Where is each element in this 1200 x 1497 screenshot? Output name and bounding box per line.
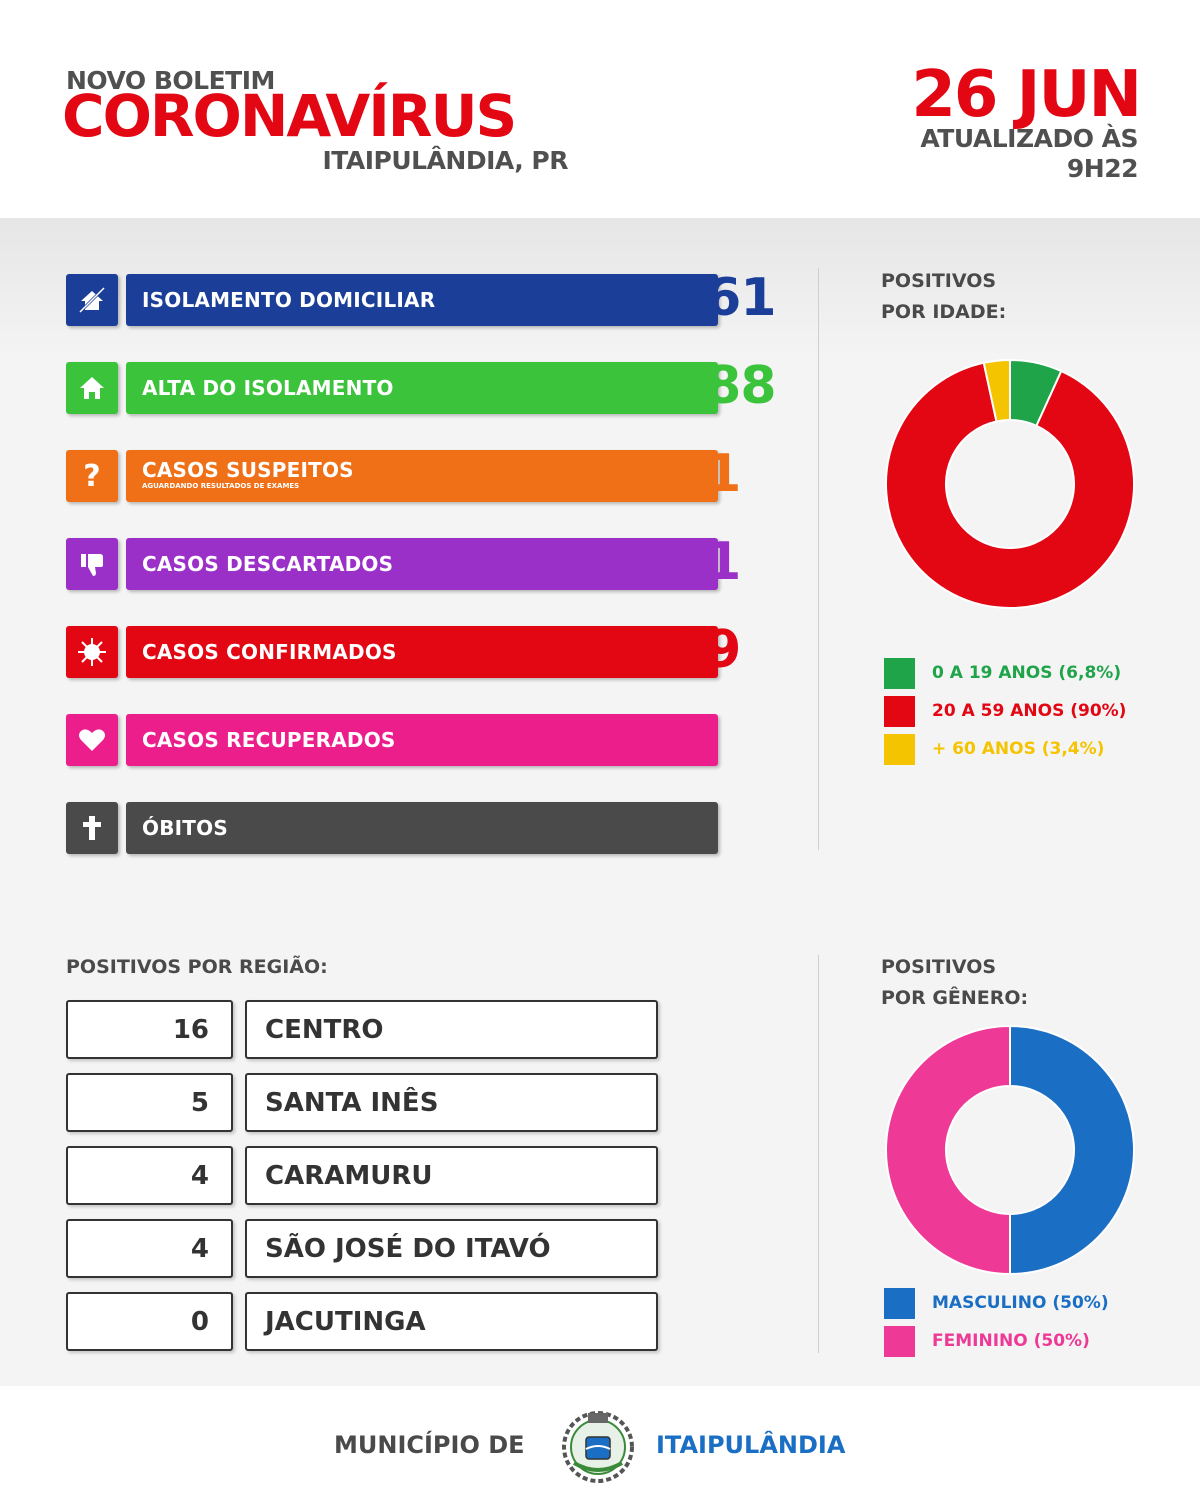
stat-value: 488	[670, 356, 777, 416]
legend-label: FEMININO (50%)	[932, 1331, 1090, 1351]
stat-value: 29	[670, 620, 741, 680]
legend-label: MASCULINO (50%)	[932, 1293, 1109, 1313]
footer-municipio-label: MUNICÍPIO DE	[334, 1431, 525, 1459]
region-count: 16	[66, 1000, 233, 1059]
cross-icon	[66, 802, 118, 854]
stat-label: ALTA DO ISOLAMENTO	[142, 376, 394, 400]
legend-swatch	[884, 696, 915, 727]
gender-donut-chart	[885, 1024, 1135, 1276]
donut-slice	[885, 1024, 1011, 1276]
stat-row-recuperados: CASOS RECUPERADOS 5	[66, 708, 786, 768]
stat-row-isolamento: ISOLAMENTO DOMICILIAR 261	[66, 268, 786, 328]
region-name: CARAMURU	[245, 1146, 658, 1205]
region-count: 0	[66, 1292, 233, 1351]
house-isolation-icon	[66, 274, 118, 326]
thumbs-down-icon	[66, 538, 118, 590]
city-label: ITAIPULÂNDIA, PR	[322, 146, 568, 175]
donut-slice	[982, 358, 1011, 423]
stat-value: 81	[670, 532, 741, 592]
legend-swatch	[884, 658, 915, 689]
stat-bar: CASOS DESCARTADOS	[126, 538, 718, 590]
stat-bar: ISOLAMENTO DOMICILIAR	[126, 274, 718, 326]
legend-label: 0 A 19 ANOS (6,8%)	[932, 663, 1122, 683]
stat-row-suspeitos: ? CASOS SUSPEITOS AGUARDANDO RESULTADOS …	[66, 444, 786, 504]
heart-icon	[66, 714, 118, 766]
gender-chart-title-line2: POR GÊNERO:	[881, 987, 1029, 1009]
legend-swatch	[884, 1326, 915, 1357]
divider	[818, 955, 819, 1353]
region-row: 4 CARAMURU	[66, 1146, 660, 1210]
age-chart-title: POSITIVOS POR IDADE:	[881, 266, 1006, 328]
region-name: CENTRO	[245, 1000, 658, 1059]
region-name: SÃO JOSÉ DO ITAVÓ	[245, 1219, 658, 1278]
home-icon	[66, 362, 118, 414]
legend-swatch	[884, 1288, 915, 1319]
stat-value: 261	[670, 268, 777, 328]
stat-label: ÓBITOS	[142, 816, 228, 840]
stat-bar: ALTA DO ISOLAMENTO	[126, 362, 718, 414]
region-row: 0 JACUTINGA	[66, 1292, 660, 1356]
stat-label: CASOS DESCARTADOS	[142, 552, 394, 576]
region-row: 16 CENTRO	[66, 1000, 660, 1064]
updated-hour: 9H22	[1066, 154, 1139, 183]
age-donut-chart	[885, 358, 1135, 609]
stat-value: 0	[670, 796, 706, 856]
region-row: 5 SANTA INÊS	[66, 1073, 660, 1137]
region-name: JACUTINGA	[245, 1292, 658, 1351]
footer-city-name: ITAIPULÂNDIA	[656, 1431, 846, 1459]
gender-chart-title: POSITIVOS POR GÊNERO:	[881, 952, 1028, 1014]
gender-chart-title-line1: POSITIVOS	[881, 956, 997, 978]
bulletin-subtitle: NOVO BOLETIM	[66, 66, 275, 95]
stat-row-obitos: ÓBITOS 0	[66, 796, 786, 856]
region-count: 4	[66, 1146, 233, 1205]
donut-slice	[885, 361, 1135, 609]
stat-label: CASOS RECUPERADOS	[142, 728, 396, 752]
stat-label: ISOLAMENTO DOMICILIAR	[142, 288, 436, 312]
divider	[818, 268, 819, 850]
stat-sublabel: AGUARDANDO RESULTADOS DE EXAMES	[142, 482, 300, 490]
region-count: 5	[66, 1073, 233, 1132]
region-count: 4	[66, 1219, 233, 1278]
virus-icon	[66, 626, 118, 678]
bulletin-date: 26 JUN	[911, 58, 1142, 132]
page-title: CORONAVÍRUS	[62, 82, 517, 150]
region-row: 4 SÃO JOSÉ DO ITAVÓ	[66, 1219, 660, 1283]
stat-value: 61	[670, 444, 741, 504]
stat-row-alta: ALTA DO ISOLAMENTO 488	[66, 356, 786, 416]
updated-label: ATUALIZADO ÀS	[920, 124, 1138, 153]
donut-slice	[1009, 1024, 1135, 1276]
age-chart-title-line1: POSITIVOS	[881, 270, 997, 292]
region-table-title: POSITIVOS POR REGIÃO:	[66, 956, 328, 978]
question-icon: ?	[66, 450, 118, 502]
age-chart-title-line2: POR IDADE:	[881, 301, 1007, 323]
stat-bar: CASOS SUSPEITOS AGUARDANDO RESULTADOS DE…	[126, 450, 718, 502]
updated-time: ATUALIZADO ÀS 9H22	[860, 124, 1138, 184]
legend-label: + 60 ANOS (3,4%)	[932, 739, 1105, 759]
stat-label: CASOS CONFIRMADOS	[142, 640, 397, 664]
region-name: SANTA INÊS	[245, 1073, 658, 1132]
stat-row-descartados: CASOS DESCARTADOS 81	[66, 532, 786, 592]
stat-label: CASOS SUSPEITOS	[142, 458, 354, 482]
stat-value: 5	[670, 708, 706, 768]
legend-label: 20 A 59 ANOS (90%)	[932, 701, 1127, 721]
header	[0, 0, 1200, 218]
stat-bar: CASOS RECUPERADOS	[126, 714, 718, 766]
municipal-seal-icon	[562, 1411, 634, 1483]
stat-row-confirmados: CASOS CONFIRMADOS 29	[66, 620, 786, 680]
stat-bar: ÓBITOS	[126, 802, 718, 854]
stat-bar: CASOS CONFIRMADOS	[126, 626, 718, 678]
legend-swatch	[884, 734, 915, 765]
